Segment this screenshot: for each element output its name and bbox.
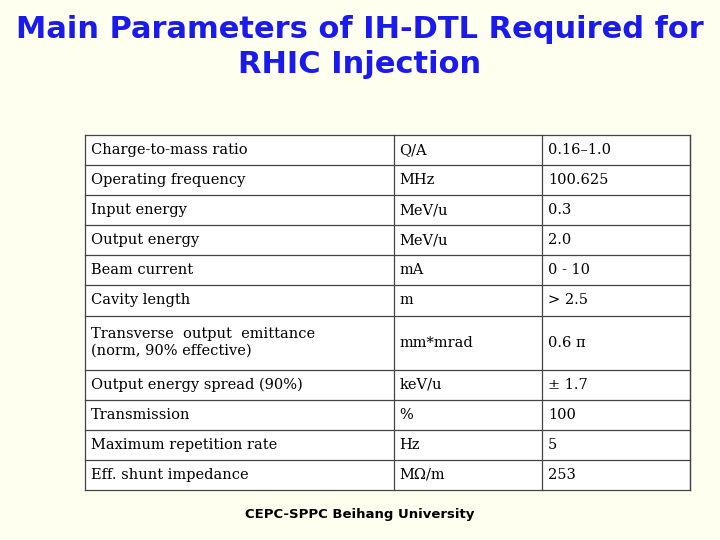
Text: CEPC-SPPC Beihang University: CEPC-SPPC Beihang University [246, 508, 474, 521]
Text: 100: 100 [548, 408, 576, 422]
Text: > 2.5: > 2.5 [548, 293, 588, 307]
Text: Output energy: Output energy [91, 233, 199, 247]
Text: Main Parameters of IH-DTL Required for
RHIC Injection: Main Parameters of IH-DTL Required for R… [16, 15, 704, 79]
Text: Charge-to-mass ratio: Charge-to-mass ratio [91, 143, 248, 157]
Text: 100.625: 100.625 [548, 173, 608, 187]
Text: MeV/u: MeV/u [400, 203, 448, 217]
Text: Transverse  output  emittance
(norm, 90% effective): Transverse output emittance (norm, 90% e… [91, 327, 315, 357]
Text: 2.0: 2.0 [548, 233, 571, 247]
Text: Q/A: Q/A [400, 143, 427, 157]
Text: Maximum repetition rate: Maximum repetition rate [91, 438, 277, 452]
Text: Cavity length: Cavity length [91, 293, 190, 307]
Text: Hz: Hz [400, 438, 420, 452]
Text: MHz: MHz [400, 173, 435, 187]
Text: m: m [400, 293, 413, 307]
Text: MeV/u: MeV/u [400, 233, 448, 247]
Text: Transmission: Transmission [91, 408, 191, 422]
Text: %: % [400, 408, 413, 422]
Text: keV/u: keV/u [400, 377, 442, 392]
Text: MΩ/m: MΩ/m [400, 468, 445, 482]
Text: mA: mA [400, 264, 424, 278]
Text: Beam current: Beam current [91, 264, 193, 278]
Text: 253: 253 [548, 468, 576, 482]
Text: Eff. shunt impedance: Eff. shunt impedance [91, 468, 248, 482]
Text: 0 - 10: 0 - 10 [548, 264, 590, 278]
Text: ± 1.7: ± 1.7 [548, 377, 588, 392]
Text: Operating frequency: Operating frequency [91, 173, 246, 187]
Text: 0.6 π: 0.6 π [548, 335, 585, 349]
Text: Input energy: Input energy [91, 203, 187, 217]
Text: mm*mrad: mm*mrad [400, 335, 473, 349]
Bar [85, 135, 690, 490]
Text: 0.16–1.0: 0.16–1.0 [548, 143, 611, 157]
Text: Output energy spread (90%): Output energy spread (90%) [91, 377, 302, 392]
Text: 0.3: 0.3 [548, 203, 571, 217]
Text: 5: 5 [548, 438, 557, 452]
